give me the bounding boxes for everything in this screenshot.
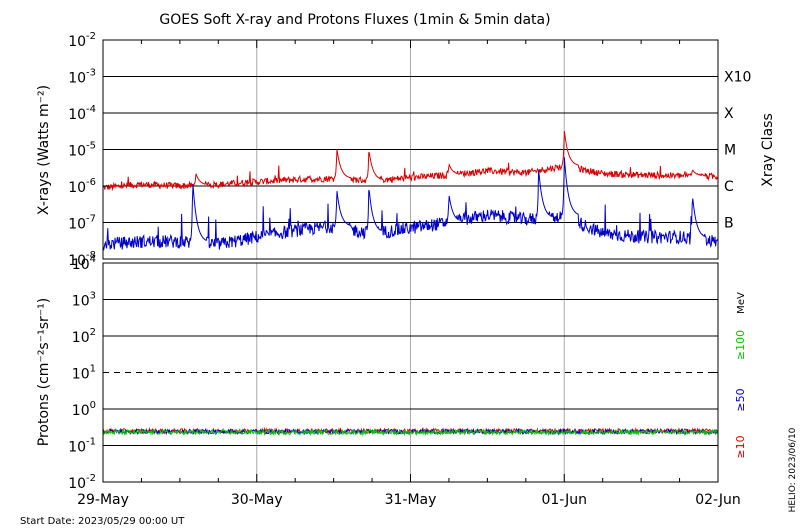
ytick-exponent: -8 bbox=[86, 250, 96, 261]
ytick-base: 10 bbox=[68, 476, 86, 492]
x-tick-label: 02-Jun bbox=[695, 492, 741, 508]
xray-class-label: C bbox=[724, 179, 734, 195]
proton-ytick-label: 10-1 bbox=[68, 437, 96, 456]
proton-ytick-label: 10-2 bbox=[68, 473, 96, 492]
ytick-exponent: -7 bbox=[86, 214, 96, 225]
ytick-exponent: 2 bbox=[90, 327, 96, 338]
ytick-exponent: 4 bbox=[90, 254, 96, 265]
ytick-base: 10 bbox=[68, 253, 86, 269]
ytick-exponent: -2 bbox=[86, 31, 96, 42]
ytick-base: 10 bbox=[68, 180, 86, 196]
xray-series-short bbox=[102, 157, 718, 251]
xray-ytick-label: 10-2 bbox=[68, 31, 96, 50]
xray-ytick-label: 10-8 bbox=[68, 250, 96, 269]
xray-class-label: B bbox=[724, 216, 734, 232]
xray-ylabel: X-rays (Watts m⁻²) bbox=[36, 85, 52, 215]
ytick-exponent: 3 bbox=[90, 291, 96, 302]
xray-series-long bbox=[102, 130, 718, 192]
proton-ytick-label: 101 bbox=[72, 364, 96, 383]
x-tick-label: 30-May bbox=[231, 492, 283, 508]
ytick-base: 10 bbox=[68, 71, 86, 87]
ytick-exponent: 1 bbox=[90, 364, 96, 375]
x-tick-label: 29-May bbox=[77, 492, 129, 508]
chart-title: GOES Soft X-ray and Protons Fluxes (1min… bbox=[159, 12, 550, 28]
proton-series bbox=[102, 426, 718, 437]
xray-ytick-label: 10-3 bbox=[68, 68, 96, 87]
ytick-base: 10 bbox=[68, 34, 86, 50]
ytick-base: 10 bbox=[68, 144, 86, 160]
ytick-exponent: -5 bbox=[86, 141, 96, 152]
ytick-base: 10 bbox=[72, 294, 90, 310]
ytick-exponent: -4 bbox=[86, 104, 96, 115]
ytick-base: 10 bbox=[72, 367, 90, 383]
proton-ytick-label: 100 bbox=[72, 400, 96, 419]
ytick-base: 10 bbox=[72, 403, 90, 419]
proton-energy-label: ≥100 bbox=[734, 330, 747, 360]
xray-series bbox=[102, 130, 718, 251]
xray-class-axis-label: Xray Class bbox=[760, 113, 776, 187]
xray-class-labels: X10 X M C B bbox=[724, 70, 751, 232]
ytick-exponent: -2 bbox=[86, 473, 96, 484]
ytick-base: 10 bbox=[72, 257, 90, 273]
xray-ytick-label: 10-7 bbox=[68, 214, 96, 233]
ytick-base: 10 bbox=[68, 217, 86, 233]
xray-class-label: X10 bbox=[724, 70, 751, 86]
proton-ytick-label: 103 bbox=[72, 291, 96, 310]
xray-gridlines bbox=[103, 40, 718, 259]
xray-class-label: M bbox=[724, 143, 736, 159]
ytick-base: 10 bbox=[68, 107, 86, 123]
credit-label: HELIO: 2023/06/10 bbox=[788, 427, 798, 512]
start-date: Start Date: 2023/05/29 00:00 UT bbox=[20, 516, 185, 527]
xray-ytick-label: 10-6 bbox=[68, 177, 96, 196]
proton-ytick-label: 104 bbox=[72, 254, 96, 273]
xray-y-ticks: 10-210-310-410-510-610-710-8 bbox=[68, 31, 718, 269]
ytick-exponent: -3 bbox=[86, 68, 96, 79]
x-axis-ticks: 29-May 30-May 31-May 01-Jun 02-Jun bbox=[77, 40, 741, 508]
proton-unit-label: MeV bbox=[736, 292, 747, 314]
xray-ytick-label: 10-5 bbox=[68, 141, 96, 160]
x-tick-label: 31-May bbox=[385, 492, 437, 508]
x-tick-label: 01-Jun bbox=[541, 492, 587, 508]
proton-energy-label: ≥50 bbox=[734, 388, 747, 411]
ytick-exponent: -6 bbox=[86, 177, 96, 188]
ytick-base: 10 bbox=[72, 330, 90, 346]
ytick-exponent: -1 bbox=[86, 437, 96, 448]
ytick-exponent: 0 bbox=[90, 400, 96, 411]
ytick-base: 10 bbox=[68, 440, 86, 456]
xray-class-label: X bbox=[724, 106, 734, 122]
proton-energy-labels: ≥100 ≥50 ≥10 bbox=[734, 330, 747, 459]
proton-gridlines bbox=[103, 263, 718, 482]
proton-ytick-label: 102 bbox=[72, 327, 96, 346]
proton-energy-label: ≥10 bbox=[734, 435, 747, 458]
proton-series-line bbox=[102, 428, 718, 437]
proton-ylabel: Protons (cm⁻²s⁻¹sr⁻¹) bbox=[36, 298, 52, 447]
xray-ytick-label: 10-4 bbox=[68, 104, 96, 123]
